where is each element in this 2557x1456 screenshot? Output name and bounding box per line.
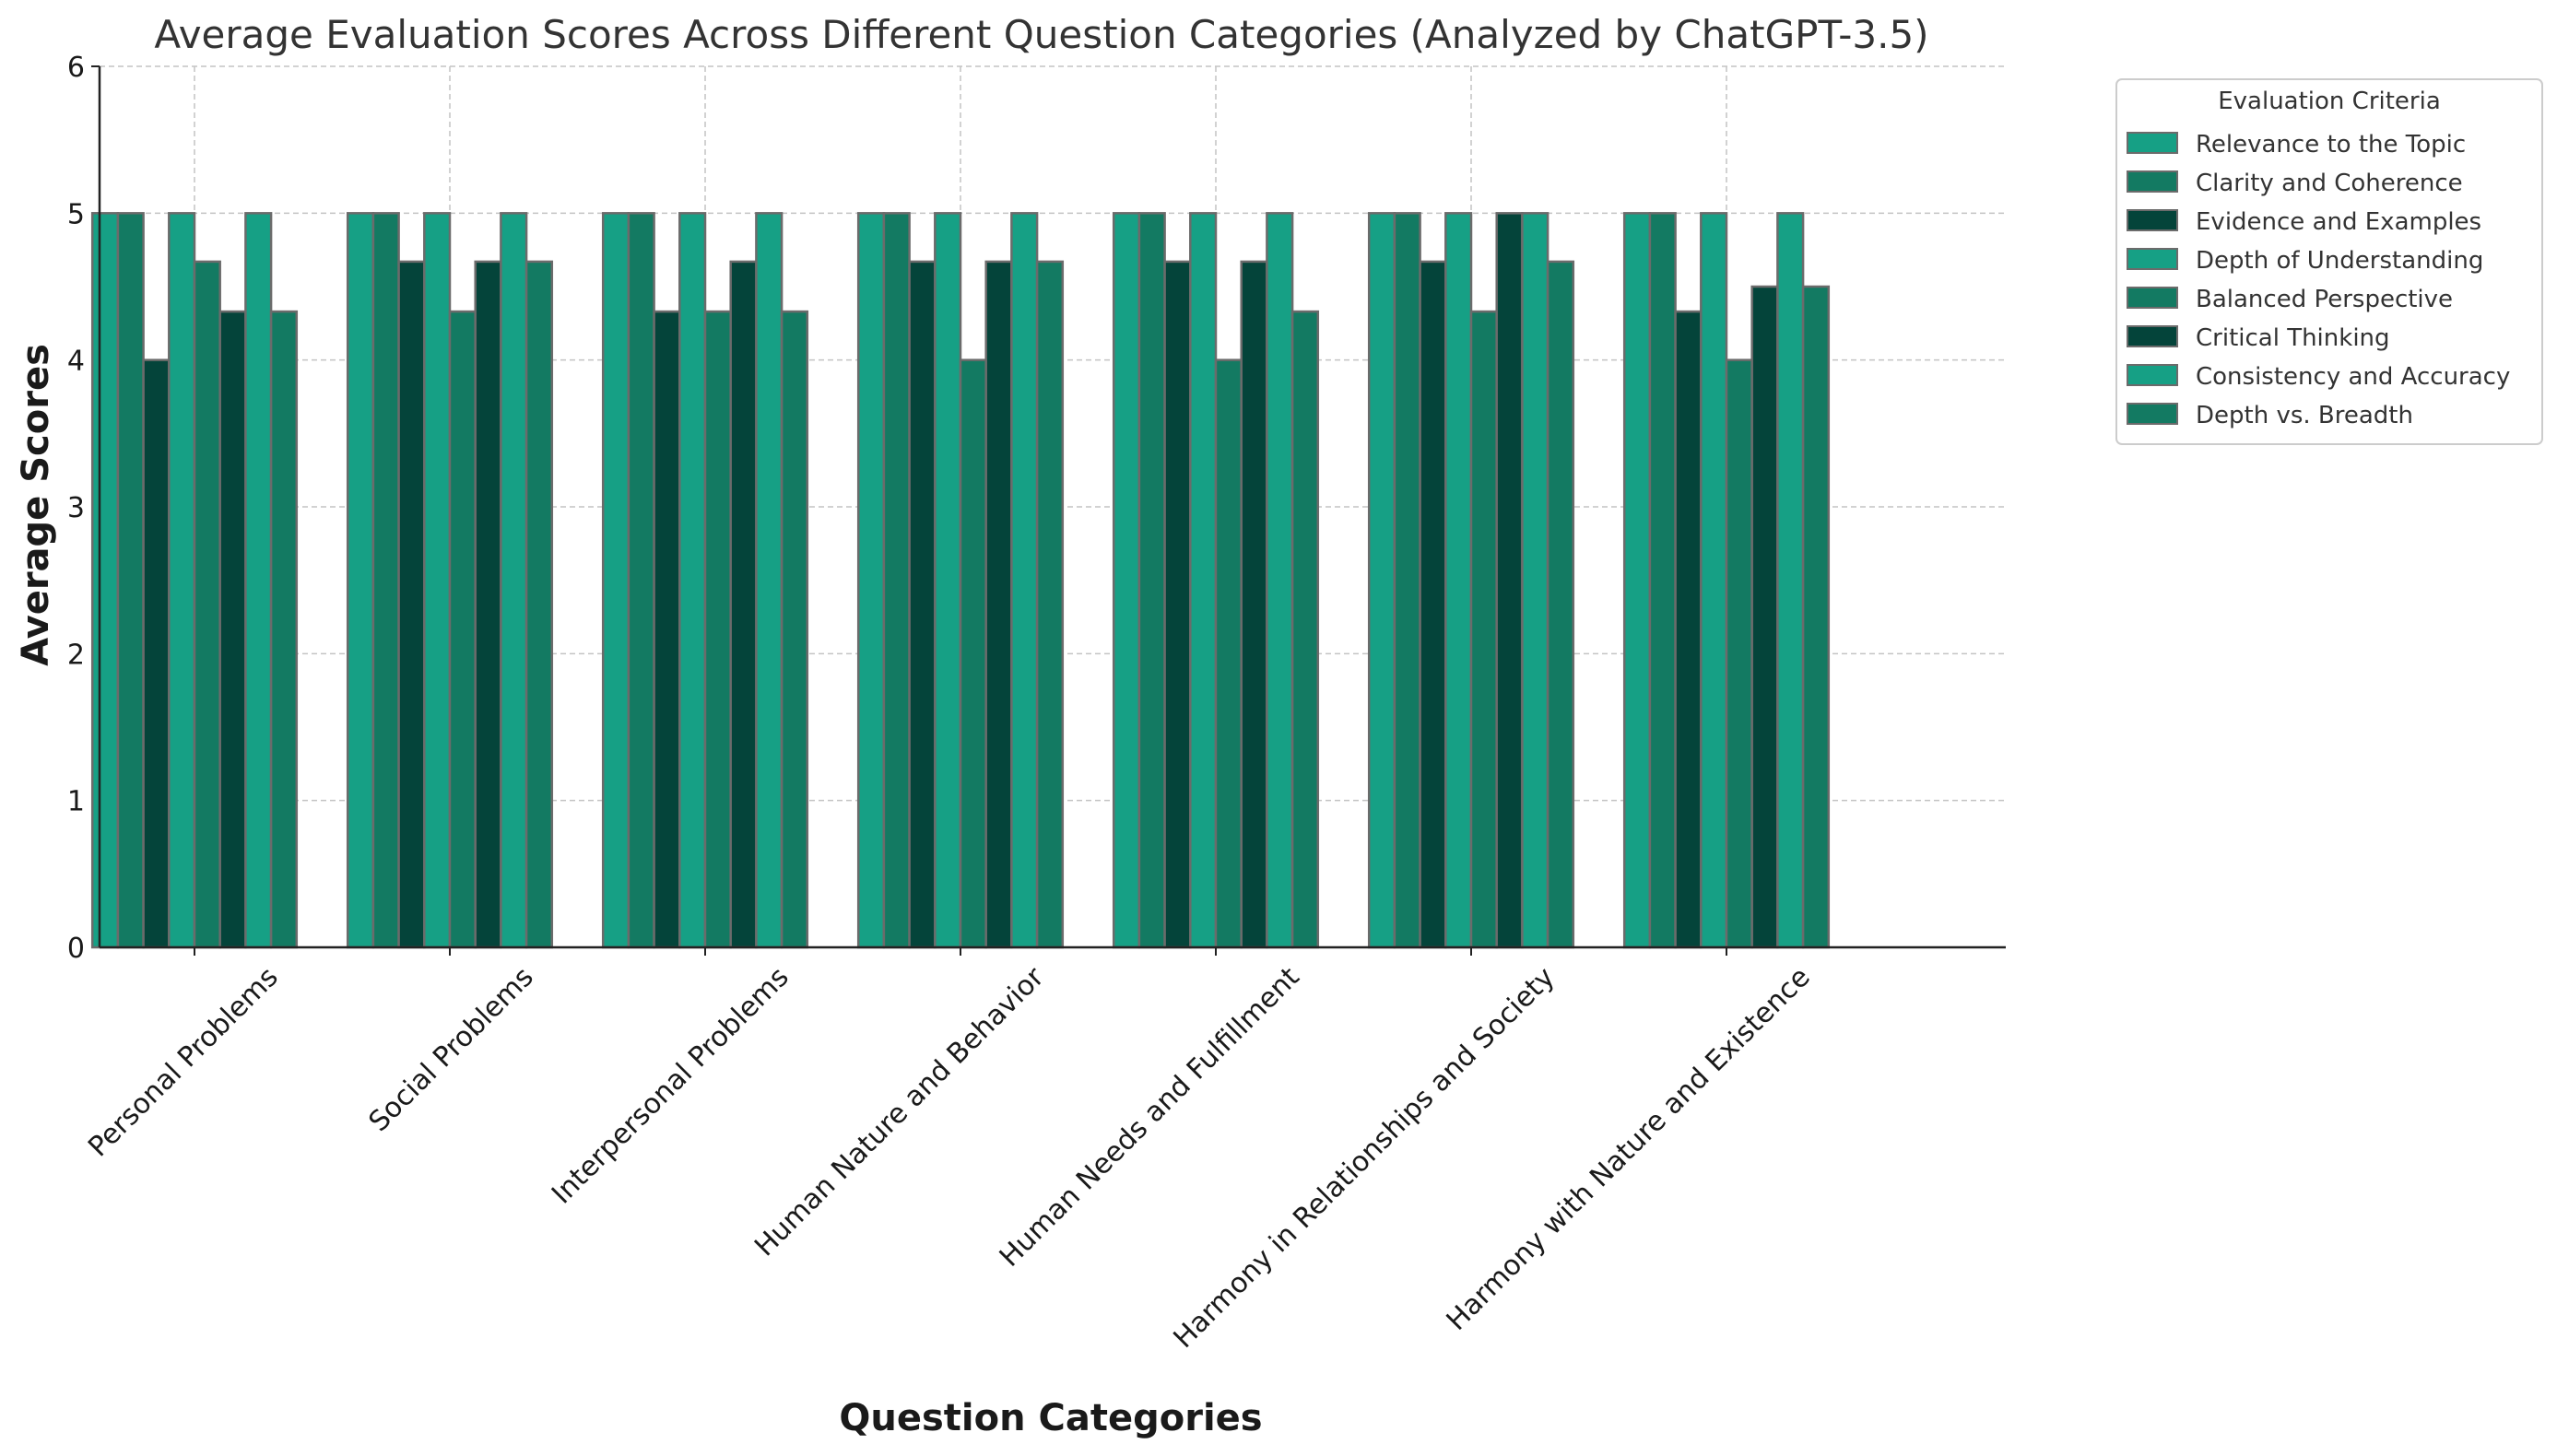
bar bbox=[1700, 212, 1728, 949]
bar bbox=[269, 310, 299, 949]
bar bbox=[601, 212, 630, 949]
bar bbox=[1725, 358, 1753, 949]
bar bbox=[218, 310, 247, 949]
bar bbox=[627, 212, 655, 949]
bar bbox=[882, 212, 911, 949]
bar bbox=[1521, 212, 1550, 949]
bar bbox=[1495, 212, 1524, 949]
bar bbox=[703, 310, 732, 949]
bar bbox=[934, 212, 962, 949]
bar bbox=[1367, 212, 1396, 949]
legend-item-label: Clarity and Coherence bbox=[2196, 170, 2463, 197]
bar bbox=[90, 212, 120, 949]
bar bbox=[193, 260, 221, 949]
bar bbox=[448, 310, 477, 949]
x-tick-label: Personal Problems bbox=[82, 961, 284, 1163]
bar bbox=[1419, 260, 1447, 949]
bar bbox=[1546, 260, 1575, 949]
y-tick-label: 4 bbox=[67, 346, 85, 378]
legend-swatch bbox=[2127, 248, 2178, 270]
bar bbox=[1137, 212, 1166, 949]
y-tick-label: 2 bbox=[67, 639, 85, 671]
bar bbox=[959, 358, 987, 949]
bar bbox=[1776, 212, 1805, 949]
legend-item-label: Depth of Understanding bbox=[2196, 247, 2483, 275]
bar bbox=[1035, 260, 1065, 949]
bar bbox=[1801, 285, 1831, 949]
bar bbox=[1214, 358, 1243, 949]
bar bbox=[678, 212, 707, 949]
legend-item-label: Evidence and Examples bbox=[2196, 208, 2481, 236]
bar bbox=[729, 260, 758, 949]
bar bbox=[1189, 212, 1218, 949]
y-tick-label: 3 bbox=[67, 492, 85, 524]
bar bbox=[1290, 310, 1320, 949]
bar bbox=[1163, 260, 1192, 949]
bar bbox=[755, 212, 784, 949]
bar bbox=[423, 212, 452, 949]
bar bbox=[142, 358, 171, 949]
y-tick-label: 0 bbox=[67, 933, 85, 965]
bar bbox=[1648, 212, 1677, 949]
legend-swatch bbox=[2127, 170, 2178, 193]
x-tick-label: Human Nature and Behavior bbox=[748, 960, 1051, 1262]
bar bbox=[168, 212, 196, 949]
legend-item-label: Relevance to the Topic bbox=[2196, 131, 2466, 159]
y-axis-label: Average Scores bbox=[15, 344, 57, 666]
bar bbox=[1393, 212, 1421, 949]
bar bbox=[1010, 212, 1039, 949]
legend-item-label: Balanced Perspective bbox=[2196, 286, 2453, 313]
legend-swatch bbox=[2127, 403, 2178, 425]
bar bbox=[908, 260, 937, 949]
legend-item-label: Consistency and Accuracy bbox=[2196, 363, 2510, 391]
legend-swatch bbox=[2127, 287, 2178, 309]
bar bbox=[1444, 212, 1473, 949]
chart-title: Average Evaluation Scores Across Differe… bbox=[154, 12, 1928, 57]
bar bbox=[780, 310, 809, 949]
legend-item-label: Depth vs. Breadth bbox=[2196, 402, 2413, 429]
bar bbox=[346, 212, 375, 949]
bar bbox=[371, 212, 400, 949]
legend-item-label: Critical Thinking bbox=[2196, 324, 2390, 352]
bar bbox=[116, 212, 145, 949]
plot-area: 0 1 2 3 4 5 6 Personal Problems Social Problems I… bbox=[67, 52, 2006, 1355]
bar bbox=[1266, 212, 1294, 949]
bar bbox=[524, 260, 554, 949]
y-tick-label: 5 bbox=[67, 198, 85, 230]
legend-swatch bbox=[2127, 325, 2178, 347]
bar bbox=[1240, 260, 1268, 949]
bar bbox=[500, 212, 528, 949]
legend-swatch bbox=[2127, 209, 2178, 231]
legend-swatch bbox=[2127, 364, 2178, 386]
bar bbox=[984, 260, 1013, 949]
x-tick-label: Interpersonal Problems bbox=[546, 961, 795, 1211]
bar bbox=[1622, 212, 1652, 949]
bar bbox=[653, 310, 681, 949]
x-tick-label: Social Problems bbox=[362, 961, 539, 1138]
bar bbox=[1750, 285, 1779, 949]
legend-swatch bbox=[2127, 132, 2178, 154]
x-axis-label: Question Categories bbox=[839, 1397, 1262, 1439]
bar bbox=[474, 260, 502, 949]
bar bbox=[1674, 310, 1703, 949]
bar bbox=[244, 212, 273, 949]
bar bbox=[1112, 212, 1141, 949]
bar bbox=[1469, 310, 1498, 949]
y-tick-label: 6 bbox=[67, 52, 85, 84]
bar bbox=[856, 212, 886, 949]
legend-title: Evaluation Criteria bbox=[2218, 88, 2441, 115]
y-tick-label: 1 bbox=[67, 786, 85, 818]
legend: Evaluation Criteria Relevance to the Topi… bbox=[2115, 78, 2543, 445]
bar bbox=[397, 260, 426, 949]
x-tick-label: Human Needs and Fulfillment bbox=[994, 961, 1306, 1274]
legend-box bbox=[2115, 78, 2543, 445]
